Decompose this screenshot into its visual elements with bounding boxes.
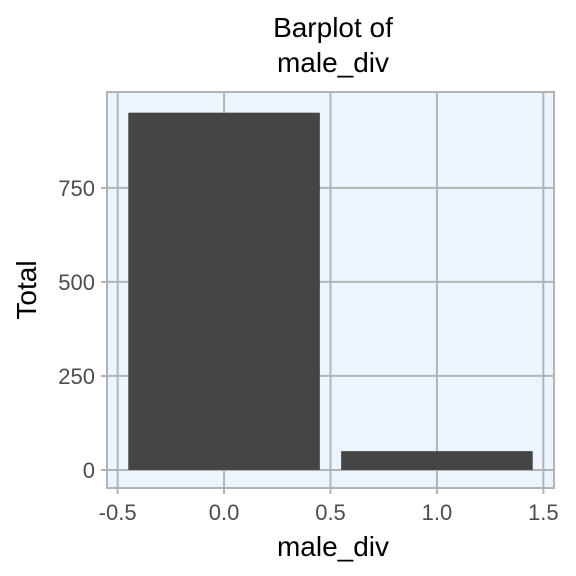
y-tick-label: 500	[58, 270, 95, 295]
bars	[128, 112, 533, 470]
x-tick-label: 1.5	[528, 500, 559, 525]
chart-title-line-2: male_div	[277, 47, 389, 78]
y-axis-ticks: 0 250 500 750	[58, 176, 107, 483]
chart-title-line-1: Barplot of	[273, 12, 393, 43]
bar-1	[341, 451, 533, 470]
y-tick-label: 0	[83, 458, 95, 483]
x-axis-title: male_div	[277, 531, 389, 562]
y-tick-label: 750	[58, 176, 95, 201]
x-tick-label: 0.5	[315, 500, 346, 525]
y-axis-title: Total	[11, 260, 42, 319]
y-tick-label: 250	[58, 364, 95, 389]
x-tick-label: 1.0	[422, 500, 453, 525]
x-tick-label: -0.5	[99, 500, 137, 525]
x-axis-ticks: -0.5 0.0 0.5 1.0 1.5	[99, 488, 559, 525]
x-tick-label: 0.0	[209, 500, 240, 525]
bar-0	[128, 112, 320, 470]
